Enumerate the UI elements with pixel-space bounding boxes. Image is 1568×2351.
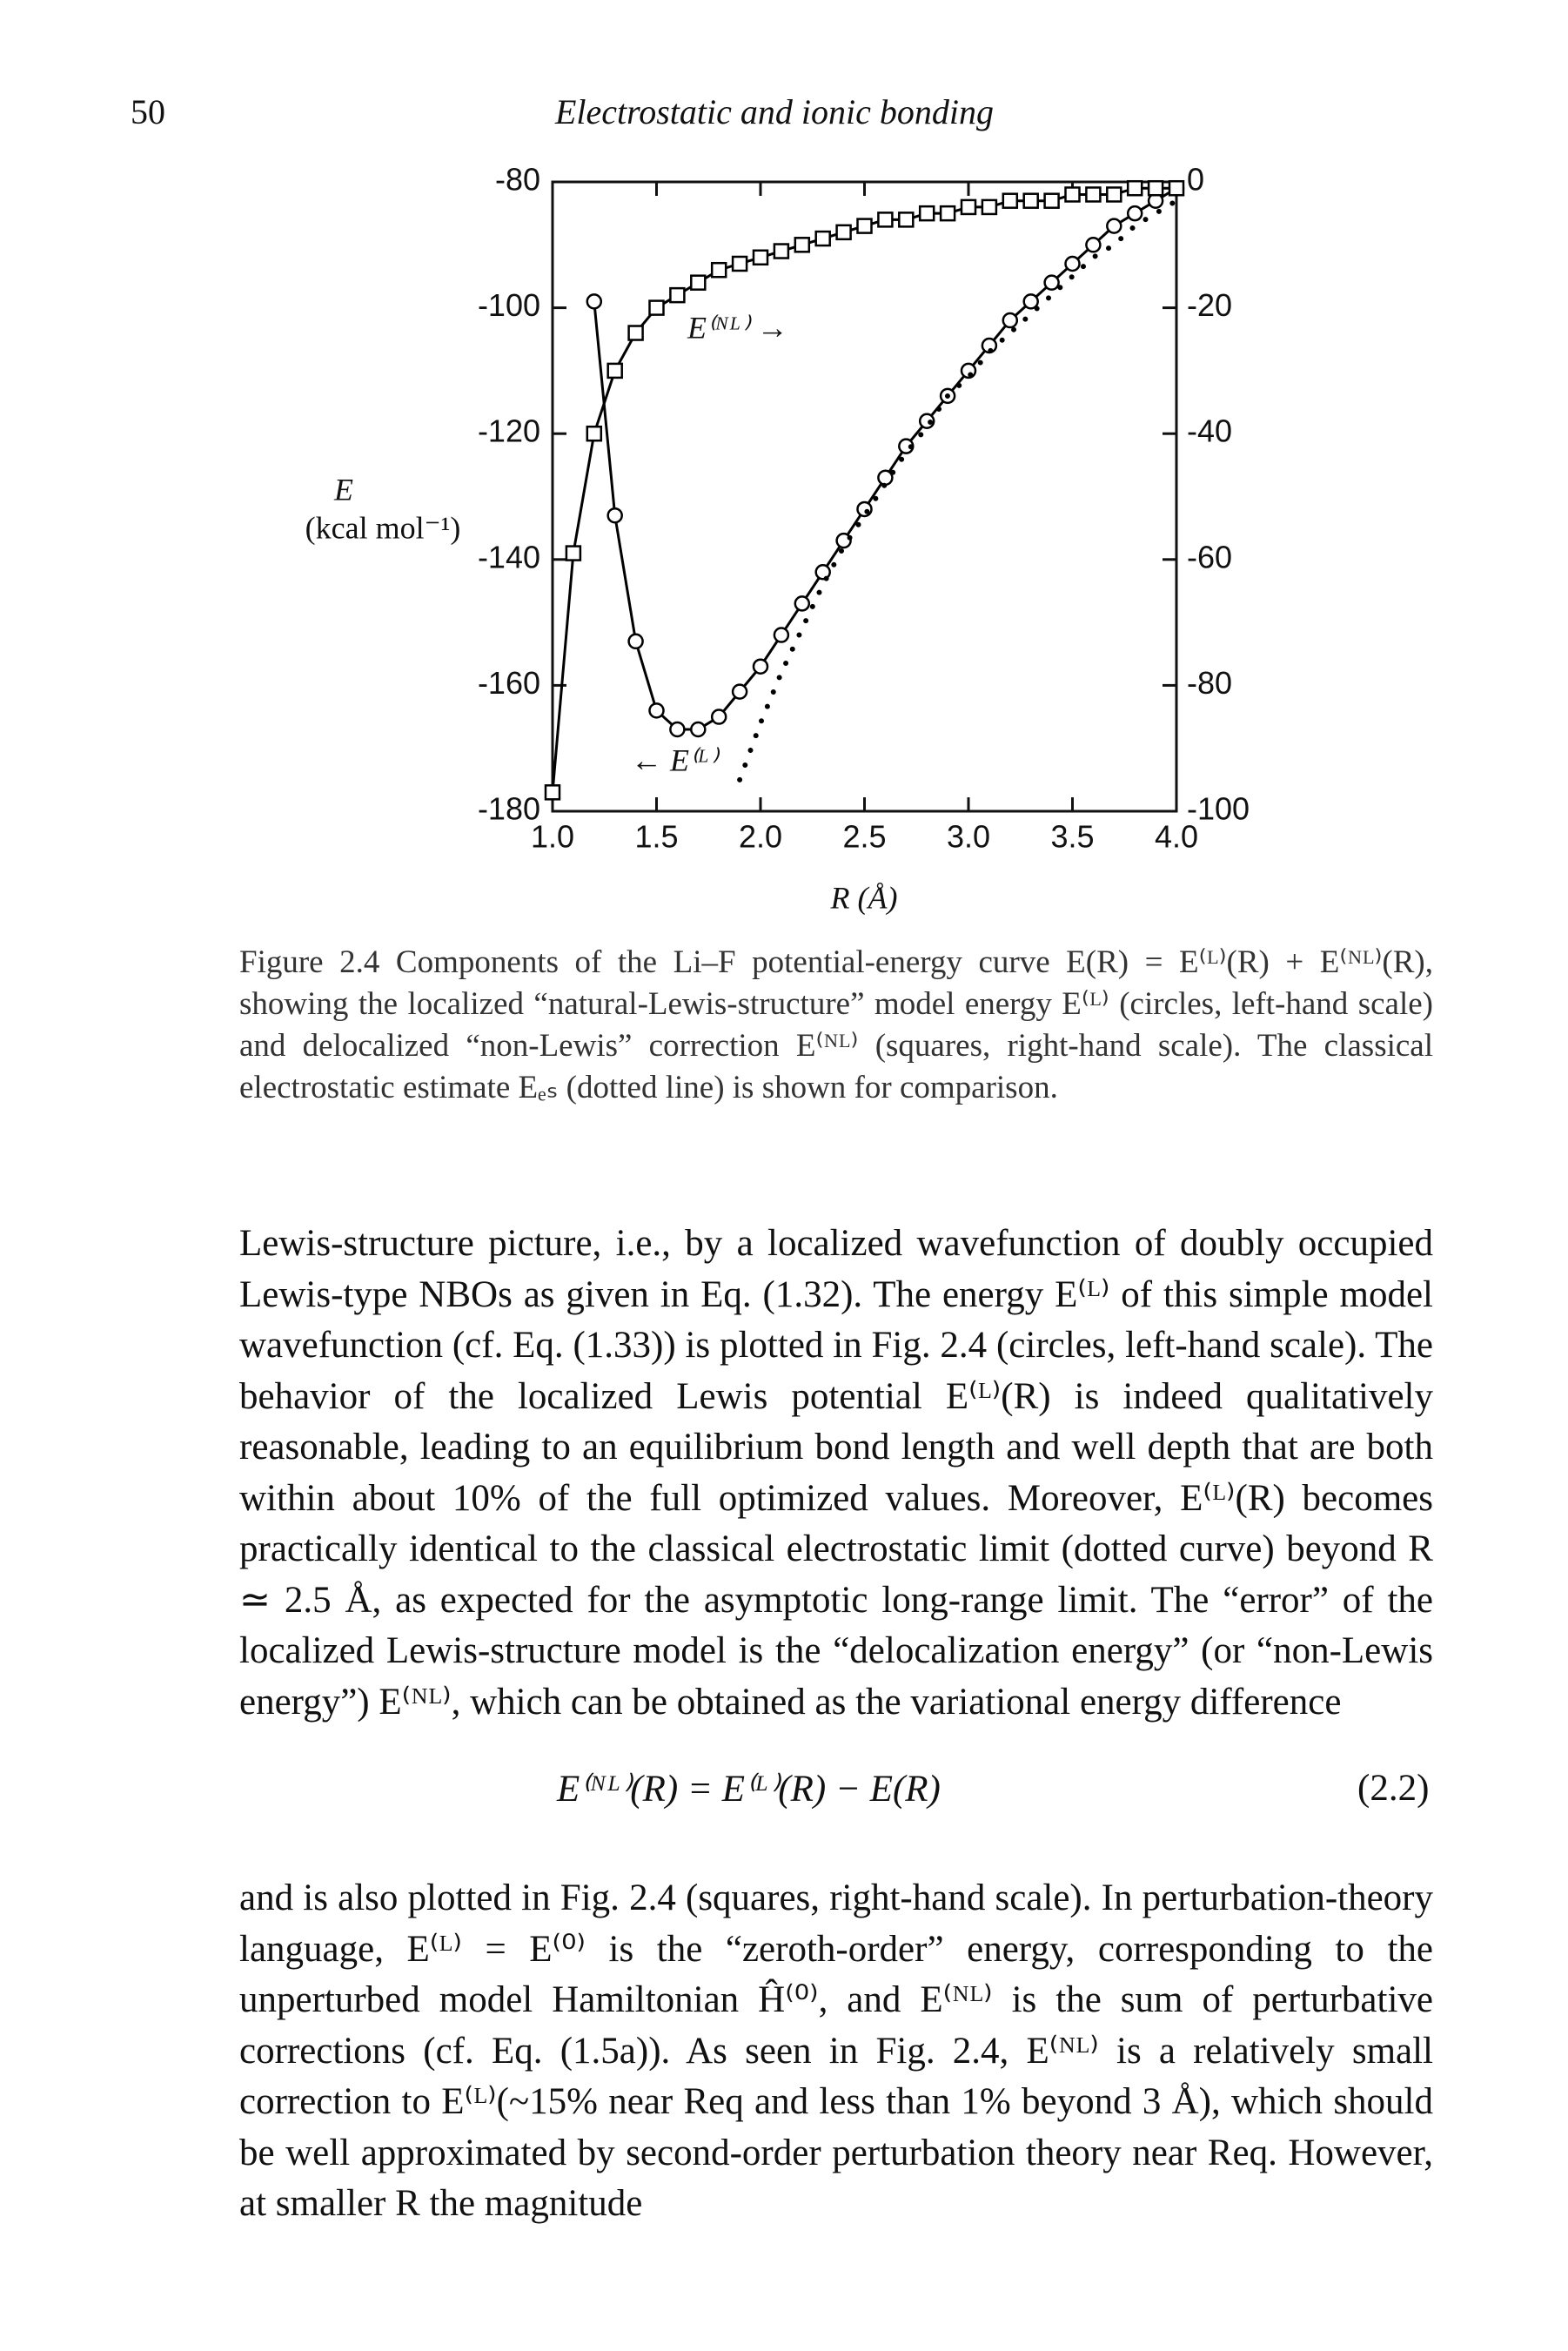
square-marker bbox=[565, 545, 582, 561]
equation-number: (2.2) bbox=[1357, 1768, 1430, 1809]
y2-tick-label: 0 bbox=[1187, 162, 1204, 198]
circle-marker bbox=[1022, 293, 1039, 310]
y2-tick-label: -60 bbox=[1187, 539, 1232, 574]
y2-tick-label: -40 bbox=[1187, 413, 1232, 449]
square-marker bbox=[731, 255, 748, 272]
circle-marker bbox=[1106, 218, 1122, 234]
figure-caption: Figure 2.4 Components of the Li–F potent… bbox=[239, 944, 1433, 1105]
square-marker bbox=[606, 362, 623, 380]
square-marker bbox=[1022, 192, 1039, 209]
square-marker bbox=[648, 299, 665, 316]
square-marker bbox=[1126, 179, 1143, 197]
y2-tick-label: -80 bbox=[1187, 665, 1232, 701]
circle-marker bbox=[606, 507, 623, 524]
plot-frame bbox=[551, 180, 1178, 813]
circle-marker bbox=[877, 469, 894, 487]
square-marker bbox=[752, 249, 769, 266]
circle-marker bbox=[690, 721, 707, 738]
circle-marker bbox=[1126, 205, 1143, 222]
x-tick-label: 1.0 bbox=[531, 819, 574, 855]
y-tick-label: -140 bbox=[478, 539, 540, 574]
x-tick-label: 2.5 bbox=[842, 819, 886, 855]
annotation: ← E⁽ᴸ⁾ bbox=[631, 742, 720, 777]
y-axis-label: E bbox=[333, 472, 353, 507]
circle-marker bbox=[710, 709, 727, 725]
square-marker bbox=[918, 205, 935, 222]
chart: E (kcal mol⁻¹) R (Å) 1.0 1.5 2.0 2.5 3.0 3.5 4… bbox=[305, 162, 1250, 916]
x-tick-label: 3.0 bbox=[947, 819, 990, 855]
square-marker bbox=[939, 205, 956, 222]
paragraph: and is also plotted in Fig. 2.4 (squares… bbox=[239, 1877, 1433, 2224]
square-marker bbox=[981, 198, 998, 216]
y-tick-label: -100 bbox=[478, 287, 540, 323]
x-tick-label: 4.0 bbox=[1155, 819, 1198, 855]
circle-marker bbox=[1043, 274, 1060, 291]
series-line bbox=[593, 186, 1177, 731]
x-tick-label: 3.5 bbox=[1050, 819, 1094, 855]
square-marker bbox=[814, 230, 831, 247]
square-marker bbox=[1106, 186, 1122, 203]
y2-tick-label: -100 bbox=[1187, 791, 1250, 827]
circle-marker bbox=[773, 627, 790, 643]
page-number: 50 bbox=[131, 92, 165, 131]
square-marker bbox=[1085, 186, 1102, 203]
square-marker bbox=[1043, 192, 1060, 209]
annotation: E⁽ᴺᴸ⁾ → bbox=[687, 310, 788, 345]
square-marker bbox=[1147, 179, 1164, 197]
square-marker bbox=[877, 212, 894, 228]
equation: E⁽ᴺᴸ⁾(R) = E⁽ᴸ⁾(R) − E(R) bbox=[557, 1769, 941, 1810]
square-marker bbox=[586, 425, 603, 442]
circle-marker bbox=[752, 658, 769, 675]
circle-marker bbox=[1002, 312, 1019, 329]
circle-marker bbox=[1064, 255, 1081, 272]
series-line bbox=[737, 198, 1179, 783]
x-tick-label: 2.0 bbox=[739, 819, 782, 855]
circle-marker bbox=[586, 293, 603, 310]
y-tick-label: -120 bbox=[478, 413, 540, 449]
square-marker bbox=[835, 224, 852, 241]
square-marker bbox=[690, 274, 707, 291]
square-marker bbox=[794, 237, 811, 253]
x-tick-label: 1.5 bbox=[634, 819, 678, 855]
square-marker bbox=[544, 784, 561, 801]
circle-marker bbox=[669, 721, 686, 738]
x-axis-label: R (Å) bbox=[830, 880, 898, 915]
y2-tick-label: -20 bbox=[1187, 287, 1232, 323]
y-tick-label: -180 bbox=[478, 791, 540, 827]
circle-marker bbox=[856, 500, 873, 518]
square-marker bbox=[710, 261, 727, 279]
square-marker bbox=[960, 198, 977, 216]
circle-marker bbox=[627, 633, 644, 650]
running-title: Electrostatic and ionic bonding bbox=[554, 92, 994, 131]
square-marker bbox=[1002, 192, 1019, 209]
circle-marker bbox=[648, 702, 665, 719]
circle-marker bbox=[794, 595, 811, 612]
circle-marker bbox=[814, 564, 831, 581]
square-marker bbox=[1168, 179, 1185, 197]
square-marker bbox=[856, 218, 873, 234]
circle-marker bbox=[731, 683, 748, 700]
square-marker bbox=[898, 212, 915, 228]
circle-marker bbox=[835, 532, 852, 549]
paragraph: Lewis-structure picture, i.e., by a loca… bbox=[239, 1223, 1433, 1723]
y-tick-label: -160 bbox=[478, 665, 540, 701]
series-line bbox=[551, 186, 1176, 793]
square-marker bbox=[627, 325, 644, 341]
square-marker bbox=[1064, 186, 1081, 203]
square-marker bbox=[669, 286, 686, 304]
square-marker bbox=[773, 243, 790, 259]
circle-marker bbox=[1085, 237, 1102, 253]
y-axis-unit: (kcal mol⁻¹) bbox=[305, 510, 461, 545]
y-tick-label: -80 bbox=[495, 162, 540, 198]
